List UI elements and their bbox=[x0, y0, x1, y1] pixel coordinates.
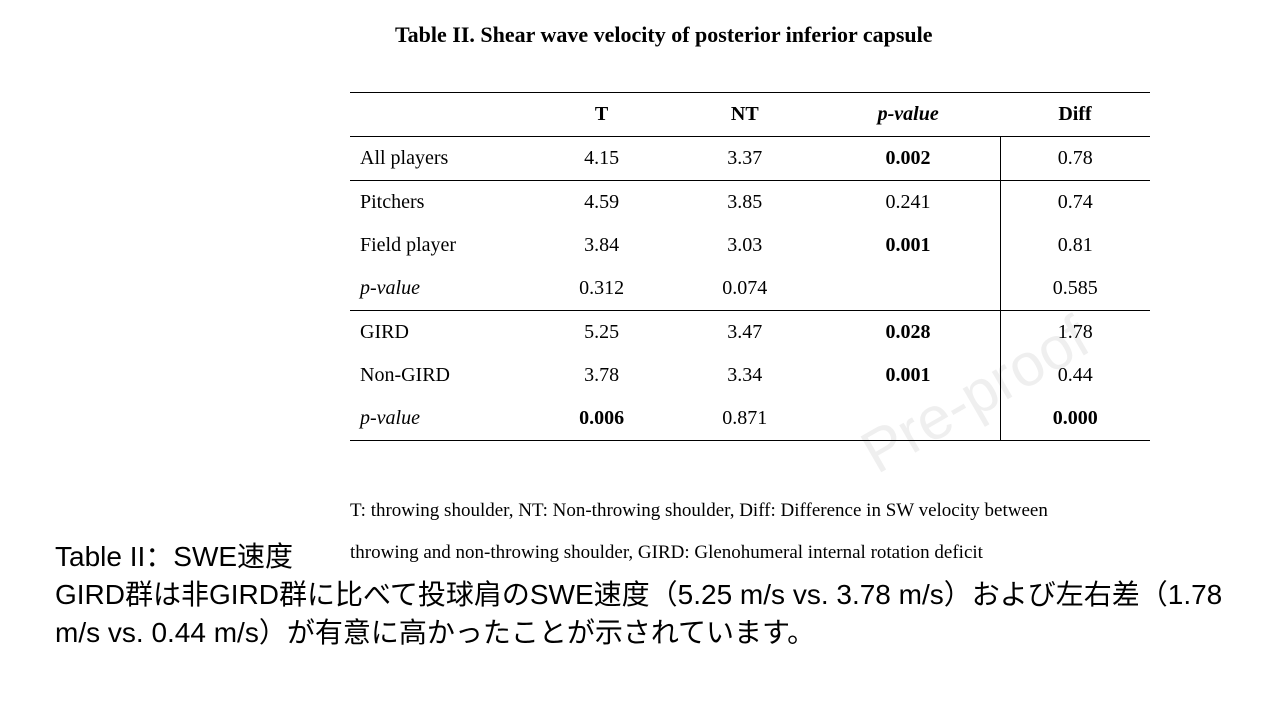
row-label: Field player bbox=[350, 224, 530, 267]
data-table: T NT p-value Diff All players4.153.370.0… bbox=[350, 92, 1150, 441]
cell-nt: 3.37 bbox=[673, 137, 816, 181]
cell-diff: 0.74 bbox=[1000, 181, 1150, 225]
cell-diff: 1.78 bbox=[1000, 311, 1150, 355]
table-row: Field player3.843.030.0010.81 bbox=[350, 224, 1150, 267]
table-header-row: T NT p-value Diff bbox=[350, 93, 1150, 137]
caption-head: Table II：SWE速度 bbox=[55, 538, 1225, 576]
cell-diff: 0.81 bbox=[1000, 224, 1150, 267]
cell-diff: 0.78 bbox=[1000, 137, 1150, 181]
cell-pvalue: 0.028 bbox=[816, 311, 1000, 355]
cell-t: 3.84 bbox=[530, 224, 673, 267]
cell-diff: 0.44 bbox=[1000, 354, 1150, 397]
cell-pvalue bbox=[816, 397, 1000, 441]
col-diff: Diff bbox=[1000, 93, 1150, 137]
table-title: Table II. Shear wave velocity of posteri… bbox=[395, 22, 933, 48]
table-row: GIRD5.253.470.0281.78 bbox=[350, 311, 1150, 355]
cell-nt: 3.47 bbox=[673, 311, 816, 355]
row-label: Non-GIRD bbox=[350, 354, 530, 397]
cell-t: 0.312 bbox=[530, 267, 673, 311]
table-row: p-value0.3120.074 0.585 bbox=[350, 267, 1150, 311]
caption-body: GIRD群は非GIRD群に比べて投球肩のSWE速度（5.25 m/s vs. 3… bbox=[55, 576, 1225, 652]
cell-t: 0.006 bbox=[530, 397, 673, 441]
cell-nt: 0.871 bbox=[673, 397, 816, 441]
row-label: Pitchers bbox=[350, 181, 530, 225]
cell-nt: 3.34 bbox=[673, 354, 816, 397]
row-label: All players bbox=[350, 137, 530, 181]
caption-block: Table II：SWE速度 GIRD群は非GIRD群に比べて投球肩のSWE速度… bbox=[55, 538, 1225, 651]
col-blank bbox=[350, 93, 530, 137]
col-nt: NT bbox=[673, 93, 816, 137]
cell-diff: 0.585 bbox=[1000, 267, 1150, 311]
cell-t: 4.59 bbox=[530, 181, 673, 225]
cell-nt: 0.074 bbox=[673, 267, 816, 311]
row-label: p-value bbox=[350, 267, 530, 311]
data-table-wrap: T NT p-value Diff All players4.153.370.0… bbox=[350, 92, 1150, 441]
row-label: p-value bbox=[350, 397, 530, 441]
footnote-line1: T: throwing shoulder, NT: Non-throwing s… bbox=[350, 490, 1150, 532]
cell-pvalue: 0.002 bbox=[816, 137, 1000, 181]
table-row: p-value0.0060.871 0.000 bbox=[350, 397, 1150, 441]
cell-nt: 3.85 bbox=[673, 181, 816, 225]
cell-pvalue: 0.001 bbox=[816, 354, 1000, 397]
cell-t: 3.78 bbox=[530, 354, 673, 397]
col-t: T bbox=[530, 93, 673, 137]
cell-diff: 0.000 bbox=[1000, 397, 1150, 441]
page: Pre-proof Table II. Shear wave velocity … bbox=[0, 0, 1280, 720]
row-label: GIRD bbox=[350, 311, 530, 355]
table-body: All players4.153.370.0020.78Pitchers4.59… bbox=[350, 137, 1150, 441]
cell-nt: 3.03 bbox=[673, 224, 816, 267]
cell-pvalue: 0.001 bbox=[816, 224, 1000, 267]
cell-pvalue: 0.241 bbox=[816, 181, 1000, 225]
cell-t: 4.15 bbox=[530, 137, 673, 181]
cell-pvalue bbox=[816, 267, 1000, 311]
table-row: All players4.153.370.0020.78 bbox=[350, 137, 1150, 181]
col-pvalue: p-value bbox=[816, 93, 1000, 137]
table-row: Non-GIRD3.783.340.0010.44 bbox=[350, 354, 1150, 397]
cell-t: 5.25 bbox=[530, 311, 673, 355]
table-row: Pitchers4.593.850.2410.74 bbox=[350, 181, 1150, 225]
